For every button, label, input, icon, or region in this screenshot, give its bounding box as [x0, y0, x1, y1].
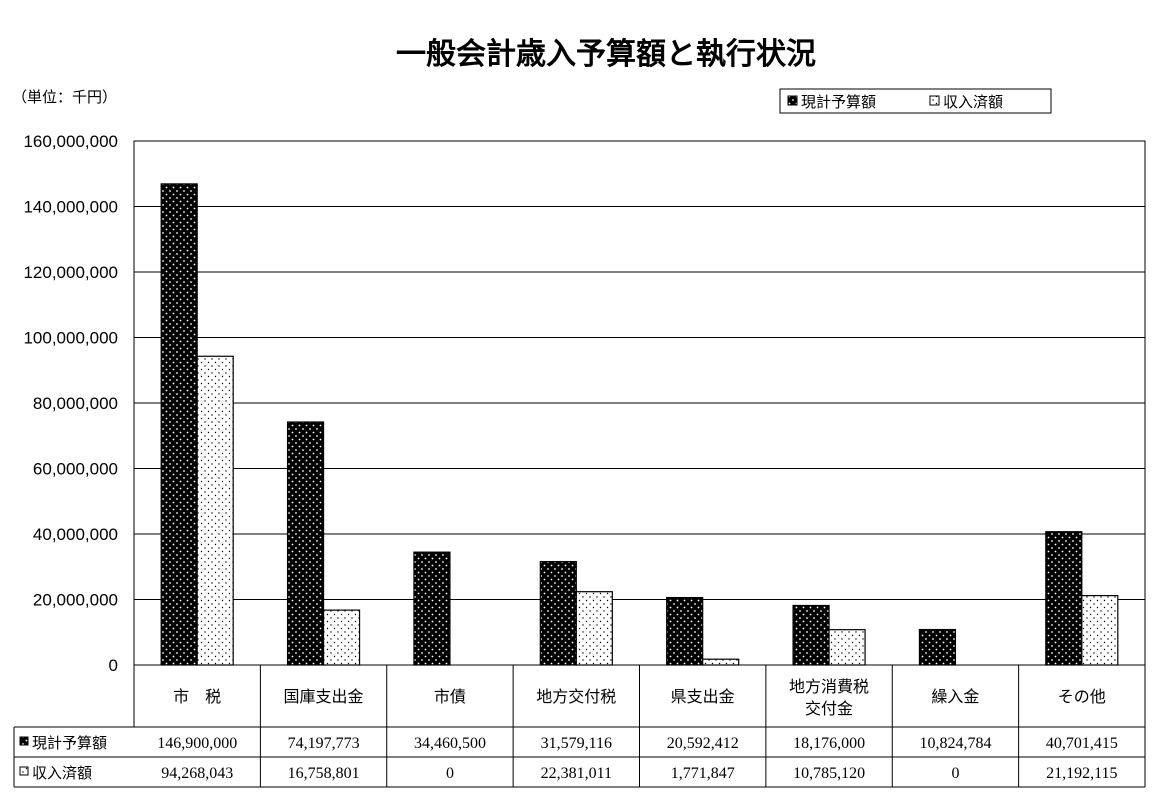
table-cell-value: 16,758,801: [288, 765, 360, 782]
y-tick-label: 120,000,000: [23, 263, 118, 282]
table-cell-value: 20,592,412: [667, 735, 739, 752]
bar-revenue: [197, 356, 233, 665]
y-tick-label: 80,000,000: [33, 394, 118, 413]
bar-budget: [1046, 532, 1082, 665]
bar-revenue: [576, 592, 612, 665]
gridlines: [134, 207, 1145, 600]
table-cell-value: 31,579,116: [541, 735, 612, 752]
table-cell-value: 21,192,115: [1046, 765, 1117, 782]
bars: [161, 184, 1118, 665]
legend: 現計予算額 収入済額: [780, 89, 1051, 113]
category-label: 繰入金: [931, 687, 979, 706]
bar-budget: [414, 552, 450, 665]
category-label: 国庫支出金: [284, 687, 364, 706]
table-cell-value: 0: [951, 765, 959, 782]
bar-budget: [288, 422, 324, 665]
legend-label-budget: 現計予算額: [801, 93, 876, 111]
table-cell-value: 146,900,000: [157, 735, 237, 752]
bar-budget: [540, 562, 576, 665]
bar-budget: [793, 605, 829, 665]
bar-revenue: [1082, 596, 1118, 665]
table-row-label: 収入済額: [32, 764, 92, 782]
unit-label: （単位：千円）: [12, 88, 117, 106]
table-cell-value: 0: [446, 765, 454, 782]
category-label: 市債: [434, 687, 466, 706]
legend-swatch-revenue: [930, 96, 939, 105]
table-cell-value: 1,771,847: [671, 765, 735, 782]
table-cell-value: 18,176,000: [793, 735, 865, 752]
table-cell-value: 10,824,784: [919, 735, 991, 752]
y-tick-label: 140,000,000: [23, 198, 118, 217]
bar-budget: [667, 598, 703, 665]
table-cell-value: 74,197,773: [288, 735, 360, 752]
bar-revenue: [324, 610, 360, 665]
y-tick-label: 0: [109, 656, 118, 675]
category-label: その他: [1058, 687, 1106, 706]
category-label: 市 税: [173, 687, 221, 706]
table-cell-value: 10,785,120: [793, 765, 865, 782]
legend-swatch-budget: [788, 96, 797, 105]
table-row-label: 現計予算額: [32, 734, 107, 752]
table-cell-value: 40,701,415: [1046, 735, 1118, 752]
y-tick-label: 100,000,000: [23, 329, 118, 348]
y-tick-label: 160,000,000: [23, 132, 118, 151]
category-label: 県支出金: [671, 687, 735, 706]
chart-title: 一般会計歳入予算額と執行状況: [396, 37, 816, 72]
table-cell-value: 94,268,043: [161, 765, 233, 782]
y-tick-label: 40,000,000: [33, 525, 118, 544]
table-cell-value: 34,460,500: [414, 735, 486, 752]
y-tick-label: 60,000,000: [33, 460, 118, 479]
y-tick-label: 20,000,000: [33, 591, 118, 610]
category-label: 地方消費税: [789, 677, 869, 696]
category-label: 地方交付税: [536, 687, 616, 706]
table-cell-value: 22,381,011: [541, 765, 612, 782]
legend-label-revenue: 収入済額: [943, 93, 1003, 111]
category-label: 交付金: [805, 699, 853, 718]
bar-budget: [161, 184, 197, 665]
bar-budget: [919, 630, 955, 665]
bar-revenue: [829, 630, 865, 665]
y-axis-ticks: 0 20,000,000 40,000,000 60,000,000 80,000,00…: [23, 132, 118, 675]
table-row-swatch: [20, 737, 28, 745]
bar-revenue: [703, 659, 739, 665]
table-row-swatch: [20, 767, 28, 775]
